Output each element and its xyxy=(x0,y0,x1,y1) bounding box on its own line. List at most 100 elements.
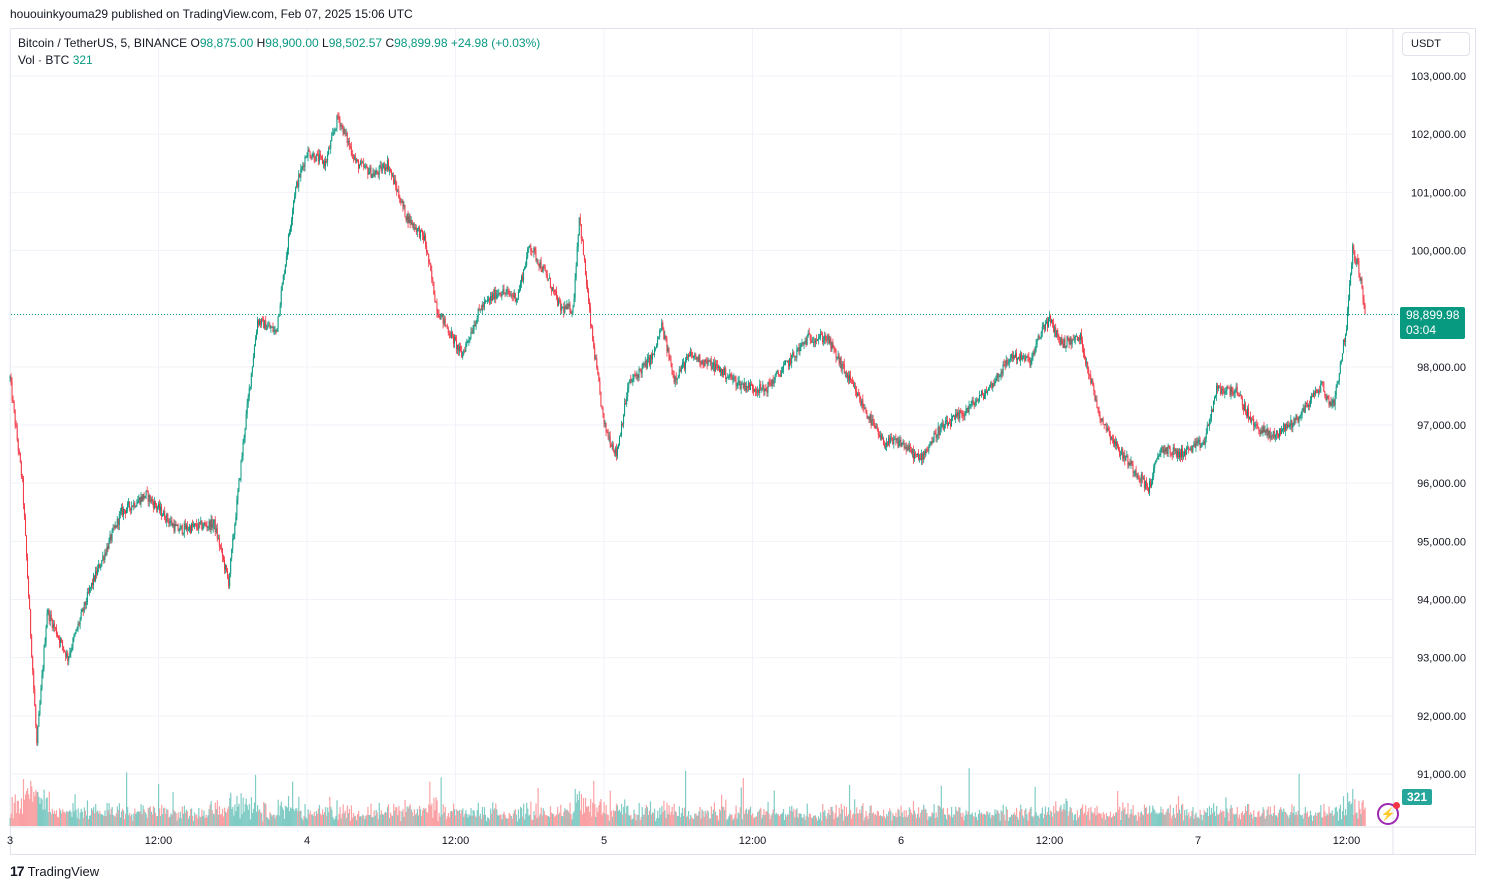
volume-bar xyxy=(999,820,1001,826)
volume-bar xyxy=(1171,815,1173,826)
volume-bar xyxy=(164,807,166,826)
volume-bar xyxy=(834,813,836,826)
candle-body xyxy=(513,292,515,298)
footer-brand[interactable]: TradingView xyxy=(27,863,100,879)
candle-body xyxy=(307,149,309,157)
candle-body xyxy=(522,276,524,281)
volume-bar xyxy=(254,774,257,826)
candle-body xyxy=(839,358,841,364)
volume-label[interactable]: Vol · BTC xyxy=(18,53,70,67)
candle-body xyxy=(582,241,584,256)
volume-bar xyxy=(343,813,345,826)
volume-bar xyxy=(1362,800,1364,826)
candle-body xyxy=(1148,487,1149,493)
candle-body xyxy=(1303,408,1305,413)
candle-body xyxy=(458,345,460,351)
candle-body xyxy=(1082,340,1083,349)
candle-body xyxy=(1051,319,1053,323)
candle-body xyxy=(514,292,516,302)
volume-bar xyxy=(1124,807,1126,826)
volume-bar xyxy=(261,813,263,826)
candle-body xyxy=(410,220,412,224)
candle-body xyxy=(641,366,643,374)
volume-bar xyxy=(1307,817,1310,826)
candle-body xyxy=(1309,399,1311,407)
candle-body xyxy=(946,420,948,426)
candle-body xyxy=(995,378,997,381)
candle-body xyxy=(888,437,890,445)
candle-body xyxy=(996,373,998,379)
candle-body xyxy=(824,335,826,341)
volume-bar xyxy=(308,814,310,826)
tradingview-logo-icon[interactable]: 17 xyxy=(10,863,25,879)
candle-body xyxy=(447,328,449,334)
candle-body xyxy=(815,339,817,341)
volume-bar xyxy=(435,797,437,826)
volume-bar xyxy=(530,801,532,826)
volume-bar xyxy=(1292,813,1294,826)
volume-bar xyxy=(163,807,165,826)
volume-bar xyxy=(76,817,78,826)
volume-bar xyxy=(225,811,227,826)
candle-body xyxy=(529,245,531,248)
volume-bar xyxy=(1135,815,1137,826)
volume-bar xyxy=(1040,813,1042,826)
volume-bar xyxy=(375,809,377,826)
volume-bar xyxy=(859,809,861,826)
volume-bar xyxy=(372,817,374,826)
volume-bar xyxy=(1249,814,1251,826)
candle-body xyxy=(1072,339,1074,341)
candle-body xyxy=(1287,424,1289,429)
volume-bar xyxy=(734,814,736,826)
volume-bar xyxy=(485,821,488,826)
candle-body xyxy=(879,435,881,438)
volume-bar xyxy=(648,810,651,826)
lightning-icon[interactable]: ⚡ xyxy=(1377,802,1400,825)
candle-body xyxy=(1174,449,1176,451)
volume-bar xyxy=(1101,818,1103,826)
candle-body xyxy=(566,304,568,310)
candle-body xyxy=(1085,356,1087,364)
volume-bar xyxy=(963,820,965,826)
candle-body xyxy=(1255,424,1257,426)
volume-bar xyxy=(462,808,464,826)
candle-body xyxy=(892,438,894,444)
volume-bar xyxy=(1355,812,1357,826)
candle-body xyxy=(210,519,212,530)
volume-bar xyxy=(140,804,142,826)
candle-body xyxy=(323,161,324,164)
candle-body xyxy=(363,162,365,168)
candle-body xyxy=(1320,383,1322,392)
volume-bar xyxy=(970,814,972,826)
volume-bar xyxy=(1159,812,1161,826)
volume-bar xyxy=(390,812,392,826)
currency-button[interactable]: USDT xyxy=(1402,32,1470,56)
candle-body xyxy=(446,325,448,329)
candle-body xyxy=(625,403,627,404)
candle-body xyxy=(963,415,965,417)
volume-bar xyxy=(929,817,931,826)
volume-bar xyxy=(155,816,158,826)
candle-body xyxy=(971,400,973,405)
candle-body xyxy=(786,360,788,362)
volume-bar xyxy=(199,816,201,826)
candle-body xyxy=(320,155,322,158)
volume-bar xyxy=(1281,809,1283,826)
volume-bar xyxy=(1280,807,1282,826)
candle-body xyxy=(802,343,804,345)
candle-body xyxy=(224,559,225,570)
volume-bar xyxy=(345,818,347,826)
candle-body xyxy=(126,509,128,514)
candle-body xyxy=(1351,265,1353,274)
candle-body xyxy=(51,619,53,628)
volume-bar xyxy=(133,813,135,826)
symbol-name[interactable]: Bitcoin / TetherUS, 5, BINANCE xyxy=(18,36,188,50)
volume-bar xyxy=(213,814,215,826)
candle-body xyxy=(311,156,313,159)
candle-body xyxy=(1342,339,1344,354)
x-tick-label: 12:00 xyxy=(1036,835,1064,847)
volume-bar xyxy=(1103,814,1105,826)
volume-bar xyxy=(1074,813,1076,826)
volume-bar xyxy=(134,808,136,826)
